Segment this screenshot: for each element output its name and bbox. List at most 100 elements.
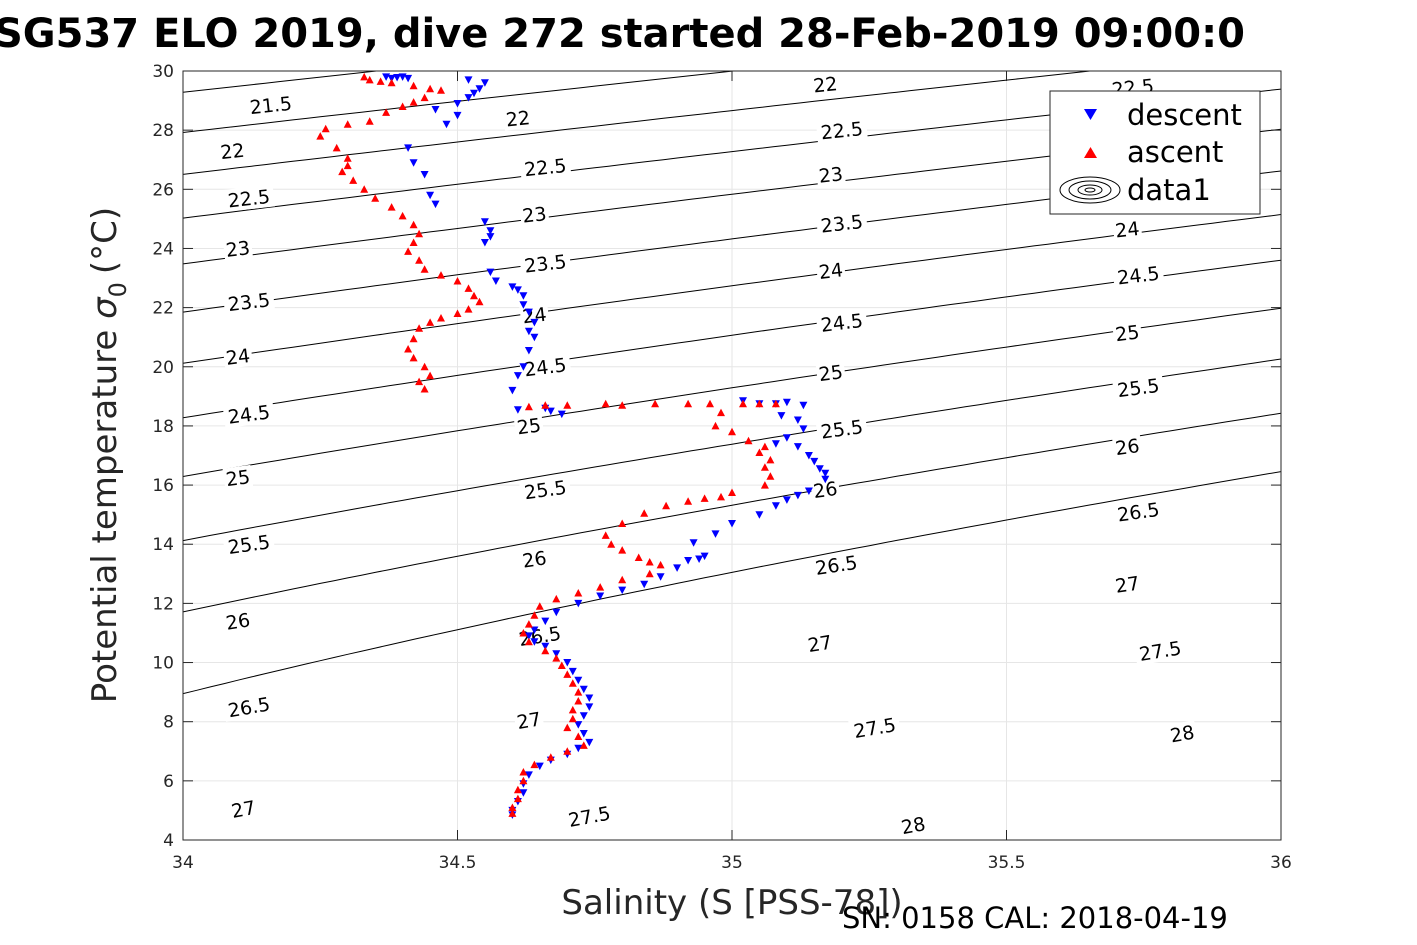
contour-label-bg	[222, 464, 254, 491]
descent-point	[596, 592, 605, 600]
ascent-point	[662, 501, 671, 510]
contour-label: 25.5	[222, 529, 276, 559]
contour-label-bg	[1112, 373, 1165, 402]
descent-point	[513, 372, 522, 380]
ascent-point	[546, 753, 555, 761]
contour-label-text: 22.5	[523, 155, 567, 181]
descent-point	[486, 227, 495, 235]
ascent-point	[739, 399, 747, 408]
contour-label: 24	[815, 258, 846, 284]
ascent-point	[365, 117, 374, 125]
contour-label: 26	[222, 608, 254, 635]
ascent-point	[541, 401, 550, 409]
ascent-point	[382, 108, 391, 116]
contour-label: 24.5	[519, 352, 572, 381]
contour-line	[183, 471, 1281, 695]
contour-label-text: 24.5	[820, 310, 865, 337]
descent-point	[513, 406, 522, 414]
descent-point	[519, 301, 528, 309]
contour-label-text: 23	[521, 203, 547, 228]
contour-label-text: 27	[806, 632, 833, 658]
ascent-point	[530, 611, 539, 619]
ascent-point	[453, 309, 462, 317]
descent-point	[579, 685, 588, 694]
contour-label-bg	[1112, 216, 1143, 242]
ascent-point	[568, 714, 577, 723]
ascent-point	[316, 132, 325, 140]
x-axis-label: Salinity (S [PSS-78])	[561, 883, 902, 923]
contour-label-bg	[518, 546, 550, 572]
descent-point	[700, 552, 709, 561]
contour-label: 25	[222, 464, 254, 491]
contour-label-text: 23.5	[227, 289, 272, 316]
ascent-point	[513, 794, 522, 803]
descent-point	[546, 407, 555, 416]
contour-label: 23	[519, 201, 550, 228]
ascent-point	[349, 176, 358, 184]
legend-descent-label: descent	[1127, 98, 1242, 132]
contour-label-bg	[222, 184, 275, 212]
contour-label-text: 24	[818, 259, 845, 284]
ascent-point	[618, 401, 627, 409]
descent-point	[552, 650, 561, 658]
contour-label-bg	[815, 116, 868, 144]
contour-label-text: 24.5	[1116, 263, 1161, 290]
descent-point	[508, 386, 517, 395]
contour-label-text: 25	[225, 466, 252, 491]
descent-point	[480, 79, 489, 87]
descent-point	[574, 744, 583, 753]
y-tick-label: 30	[152, 62, 174, 82]
contour-label-text: 24.5	[227, 401, 272, 428]
ascent-point	[519, 768, 528, 776]
descent-point	[711, 530, 720, 538]
descent-point	[771, 440, 780, 448]
legend: descent ascent data1	[1049, 90, 1261, 215]
contour-label: 21.5	[244, 91, 297, 119]
contour-label-text: 22	[219, 140, 245, 164]
descent-point	[782, 398, 791, 407]
contour-label-bg	[519, 475, 572, 504]
ascent-point	[645, 558, 654, 566]
ascent-point	[321, 124, 330, 133]
contour-label-bg	[1111, 571, 1143, 598]
contour-label-bg	[815, 162, 846, 187]
ascent-point	[524, 637, 533, 646]
descent-point	[815, 465, 824, 473]
descent-point	[475, 85, 484, 93]
contour-label-text: 21.5	[249, 93, 293, 119]
ascent-point	[409, 353, 418, 362]
x-tick-label: 34.5	[439, 853, 477, 873]
descent-point	[821, 469, 830, 478]
ascent-point	[557, 661, 566, 669]
y-tick-label: 8	[163, 713, 174, 733]
ascent-point	[426, 318, 435, 326]
ascent-point	[426, 371, 435, 380]
y-axis-label-subscript: 0	[104, 282, 132, 297]
ascent-point	[618, 575, 627, 584]
ascent-point	[404, 345, 413, 353]
contour-label: 25.5	[815, 414, 869, 444]
ascent-point	[771, 399, 780, 408]
axis-ticks	[182, 70, 1282, 841]
contour-label: 22.5	[815, 116, 868, 144]
ascent-series	[316, 72, 780, 817]
ascent-point	[574, 732, 583, 740]
descent-point	[771, 502, 780, 510]
contour-label-text: 27	[230, 797, 258, 823]
descent-point	[695, 555, 704, 563]
descent-point	[585, 738, 594, 747]
contour-label-text: 23	[225, 237, 252, 262]
contour-label-text: 25	[1114, 321, 1141, 346]
ascent-point	[574, 589, 583, 597]
contour-label-text: 23	[818, 163, 844, 187]
contour-label: 22.5	[519, 153, 572, 181]
contour-label-text: 22.5	[820, 118, 864, 144]
descent-point	[782, 496, 791, 504]
contour-label: 24	[222, 343, 254, 370]
descent-point	[535, 762, 544, 771]
contour-label-bg	[222, 399, 276, 429]
contour-label-bg	[1112, 320, 1143, 346]
contour-label-bg	[815, 414, 869, 444]
x-tick-label: 35	[721, 853, 743, 873]
ascent-point	[343, 161, 352, 170]
